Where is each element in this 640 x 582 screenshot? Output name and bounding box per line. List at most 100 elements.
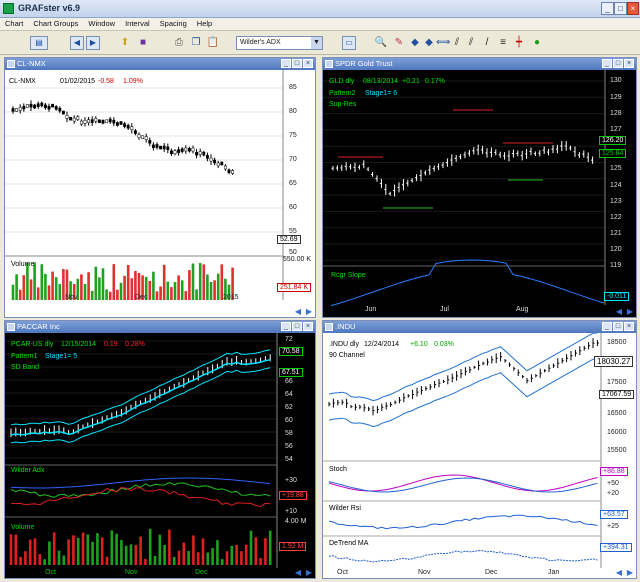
copy-icon[interactable]: ❐ xyxy=(191,37,201,48)
parallel-lines-icon[interactable]: ⫽ xyxy=(468,37,474,48)
chart-type-icon[interactable]: ▤ xyxy=(30,36,48,50)
panel-maximize-button[interactable]: □ xyxy=(292,59,302,68)
candle-body xyxy=(47,105,51,110)
forward-arrow-icon[interactable]: ▶ xyxy=(86,36,100,50)
volume-bar xyxy=(11,284,15,300)
price-last2-badge: 17067.59 xyxy=(599,390,635,399)
chevron-down-icon[interactable]: ▼ xyxy=(311,37,322,49)
volume-bar xyxy=(130,278,134,300)
volume-bar xyxy=(51,271,54,300)
menu-window[interactable]: Window xyxy=(88,19,116,28)
menu-spacing[interactable]: Spacing xyxy=(159,19,187,28)
scroll-right-icon[interactable]: ▶ xyxy=(626,307,633,316)
x-tick: Nov xyxy=(65,294,78,301)
candle-body xyxy=(213,159,217,164)
open-folder-icon[interactable]: ⬆ xyxy=(120,37,130,48)
panel-close-button[interactable]: × xyxy=(303,59,313,68)
shrink-icon[interactable]: ⟺ xyxy=(436,37,451,48)
scroll-right-icon[interactable]: ▶ xyxy=(626,568,633,577)
x-tick: Dec xyxy=(135,294,148,301)
draw-line-icon[interactable]: ⫽ xyxy=(454,37,460,48)
chart-area[interactable]: CL-NMX 01/02/2015 -0.58 1.09% 85 80 75 7… xyxy=(5,70,315,317)
chart-panel-pcar[interactable]: PACCAR Inc _ □ × PCAR-US dly 12/15/2014 … xyxy=(4,320,316,579)
chart-panel-gld[interactable]: SPDR Gold Trust _ □ × GLD dly 08/13/2014… xyxy=(322,57,637,318)
panel-close-button[interactable]: × xyxy=(624,322,634,331)
chart-area[interactable]: .INDU dly 12/24/2014 +6.10 0.03% 90 Chan… xyxy=(323,333,636,578)
volume-bar xyxy=(166,281,170,300)
trendline-icon[interactable]: / xyxy=(485,37,489,48)
candle-body xyxy=(87,119,91,123)
menu-help[interactable]: Help xyxy=(196,19,213,28)
candle-body xyxy=(130,126,134,131)
price-last2-badge: 125.84 xyxy=(599,149,627,158)
symbol-combo[interactable]: Wilder's ADX ▼ xyxy=(236,36,323,50)
panel-maximize-button[interactable]: □ xyxy=(613,322,623,331)
chart-change: +0.21 xyxy=(402,78,420,85)
menu-chart-groups[interactable]: Chart Groups xyxy=(33,19,79,28)
candle-body xyxy=(209,157,213,162)
volume-bar xyxy=(202,264,206,300)
scroll-left-icon[interactable]: ◀ xyxy=(294,568,301,577)
stoch-tick: +20 xyxy=(607,490,619,497)
candle-body xyxy=(202,151,206,156)
print-icon[interactable]: ⎙ xyxy=(175,37,183,48)
volume-bar xyxy=(213,280,216,300)
volume-bar xyxy=(216,540,219,565)
chart-area[interactable]: PCAR-US dly 12/15/2014 0.19 0.28% Patter… xyxy=(5,333,315,578)
menu-interval[interactable]: Interval xyxy=(125,19,150,28)
paste-icon[interactable]: 📋 xyxy=(206,37,220,48)
volume-bar xyxy=(9,534,13,565)
back-arrow-icon[interactable]: ◀ xyxy=(70,36,84,50)
chart-area[interactable]: GLD dly 08/13/2014 +0.21 0.17% Pattern2 … xyxy=(323,70,636,317)
toolbar: ▤ ◀ ▶ ⬆ ■ ⎙ ❐ 📋 Wilder's ADX ▼ ▭ 🔍 ✎ ◆ ◆ … xyxy=(0,31,640,55)
volume-label: Volume xyxy=(11,524,35,531)
maximize-button[interactable]: □ xyxy=(614,2,627,15)
price-last-badge: 18030.27 xyxy=(594,356,634,367)
scroll-right-icon[interactable]: ▶ xyxy=(305,307,312,316)
osc-line xyxy=(330,259,605,307)
close-button[interactable]: × xyxy=(627,2,639,15)
adx-label: Wilder Adx xyxy=(11,467,45,474)
scroll-left-icon[interactable]: ◀ xyxy=(294,307,301,316)
crosshair-icon[interactable]: ┿ xyxy=(515,37,523,48)
stoch-tick: +50 xyxy=(607,480,619,487)
panel-title: CL-NMX xyxy=(17,59,46,68)
adx-tick: +30 xyxy=(285,477,297,484)
zoom-icon[interactable]: 🔍 xyxy=(374,37,388,48)
menu-chart[interactable]: Chart xyxy=(5,19,24,28)
chart-panel-cl[interactable]: CL-NMX _ □ × CL-NMX 01/02/2015 -0.58 1.0… xyxy=(4,57,316,318)
panel-minimize-button[interactable]: _ xyxy=(281,322,291,331)
price-tick: 58 xyxy=(285,430,293,437)
scroll-left-icon[interactable]: ◀ xyxy=(615,307,622,316)
candle-body xyxy=(173,150,177,154)
volume-bar xyxy=(201,538,205,565)
panel-close-button[interactable]: × xyxy=(303,322,313,331)
scroll-right-icon[interactable]: ◆ xyxy=(425,37,433,48)
eraser-icon[interactable]: ✎ xyxy=(394,37,404,48)
panel-minimize-button[interactable]: _ xyxy=(281,59,291,68)
x-tick: Jan xyxy=(548,569,560,576)
chart-panel-indu[interactable]: .INDU _ □ × .INDU dly 12/24/2014 +6.10 0… xyxy=(322,320,637,579)
panel-minimize-button[interactable]: _ xyxy=(602,59,612,68)
scroll-left-icon[interactable]: ◀ xyxy=(615,568,622,577)
minimize-button[interactable]: _ xyxy=(601,2,614,15)
candle-body xyxy=(223,165,227,170)
save-icon[interactable]: ■ xyxy=(139,37,147,48)
volume-bar xyxy=(139,536,142,565)
panel-minimize-button[interactable]: _ xyxy=(602,322,612,331)
panel-maximize-button[interactable]: □ xyxy=(292,322,302,331)
volume-last-badge: 251.84 K xyxy=(277,283,312,292)
volume-bar xyxy=(22,275,26,300)
volume-bar xyxy=(18,289,22,300)
help-icon[interactable]: ● xyxy=(533,37,541,48)
price-tick: 75 xyxy=(289,132,297,139)
scroll-right-icon[interactable]: ▶ xyxy=(305,568,312,577)
panel-close-button[interactable]: × xyxy=(624,59,634,68)
price-tick: 55 xyxy=(289,228,297,235)
horizontal-lines-icon[interactable]: ≡ xyxy=(500,37,506,48)
calendar-icon[interactable]: ▭ xyxy=(342,36,356,50)
panel-maximize-button[interactable]: □ xyxy=(613,59,623,68)
candle-body xyxy=(18,107,22,111)
volume-bar xyxy=(123,275,126,300)
scroll-left-icon[interactable]: ◆ xyxy=(411,37,419,48)
